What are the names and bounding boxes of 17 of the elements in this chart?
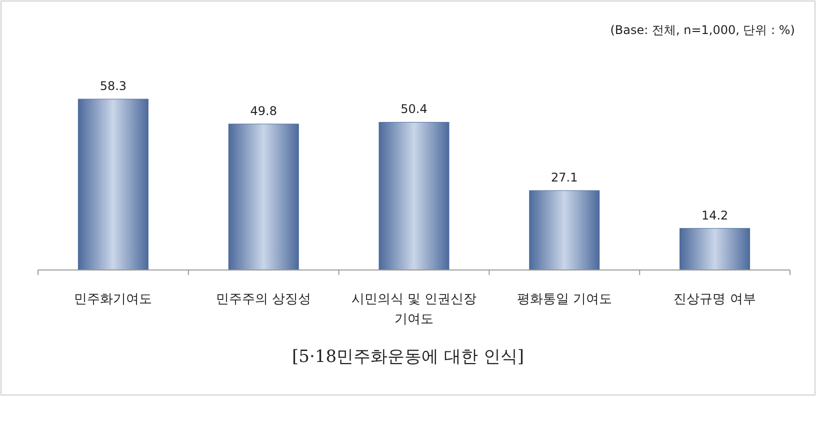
data-label: 50.4 <box>400 102 428 116</box>
x-tick-label: 평화통일 기여도 <box>516 292 612 307</box>
data-label: 27.1 <box>551 170 578 185</box>
data-label: 14.2 <box>701 208 728 222</box>
bar <box>78 98 148 270</box>
bar <box>228 124 299 270</box>
x-tick-label: 시민의식 및 인권신장 기여도 <box>351 292 477 327</box>
text: [5·18민주화운동에 대한 인식] <box>292 347 524 367</box>
data-label: 58.3 <box>100 79 127 94</box>
bar <box>378 122 450 270</box>
bar <box>680 228 750 270</box>
x-tick-label: 민주화기여도 <box>74 292 152 307</box>
bar <box>529 190 600 270</box>
x-tick-label: 민주주의 상징성 <box>216 292 312 307</box>
text: (Base: 전체, n=1,000, 단위 : %) <box>610 23 795 37</box>
data-label: 49.8 <box>250 104 277 118</box>
x-tick-label: 진상규명 여부 <box>674 292 756 307</box>
